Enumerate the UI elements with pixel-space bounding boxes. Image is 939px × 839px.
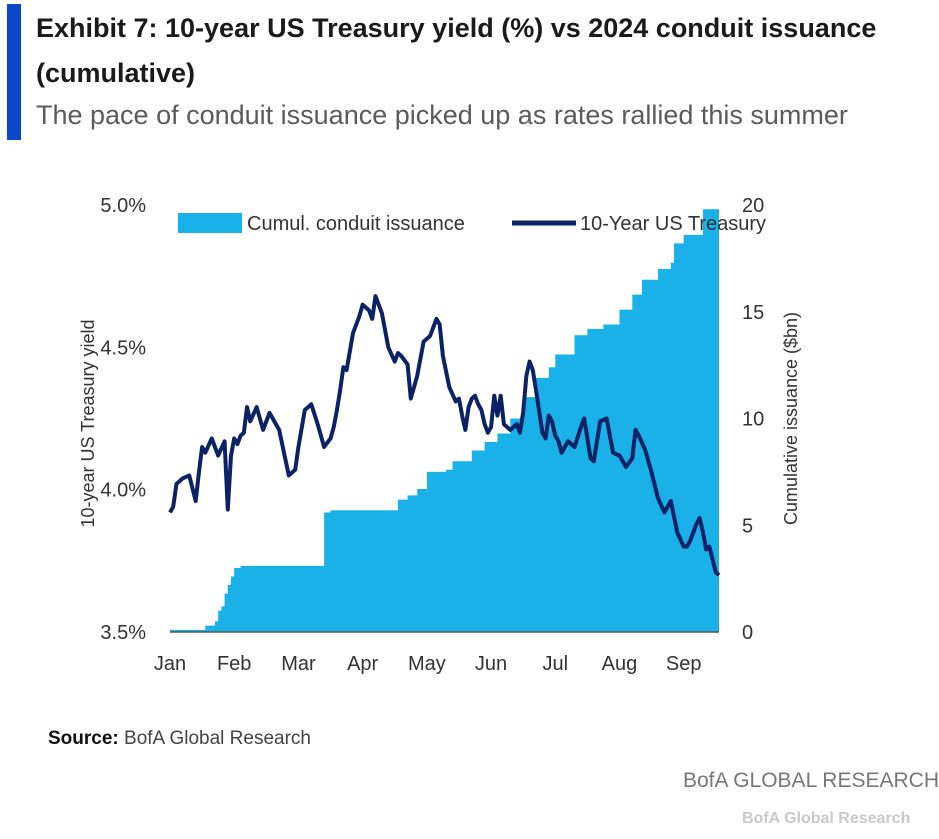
right-axis-label: Cumulative issuance ($bn) [781,312,801,525]
right-tick-label: 15 [742,302,764,324]
chart-title: Exhibit 7: 10-year US Treasury yield (%)… [36,13,877,88]
left-tick-label: 3.5% [100,622,146,644]
left-tick-label: 4.0% [100,480,146,502]
left-tick-label: 5.0% [100,195,146,217]
legend-label-treasury: 10-Year US Treasury [580,213,766,235]
x-tick-label: Sep [666,653,702,675]
issuance-area [170,205,719,632]
x-tick-label: Jul [542,653,568,675]
x-tick-label: Jan [154,653,186,675]
right-axis-ticks: 0 5 10 15 20 [742,195,764,644]
right-tick-label: 20 [742,195,764,217]
right-tick-label: 5 [742,515,753,537]
watermark: BofA Global Research [742,810,911,827]
source-note: Source: BofA Global Research [48,728,311,750]
x-tick-label: May [408,653,446,675]
legend: Cumul. conduit issuance 10-Year US Treasu… [178,213,766,235]
x-tick-label: Aug [602,653,638,675]
x-tick-label: Feb [217,653,251,675]
treasury-line [168,294,721,577]
right-tick-label: 10 [742,409,764,431]
left-tick-label: 4.5% [100,337,146,359]
x-tick-label: Jun [475,653,507,675]
right-tick-label: 0 [742,622,753,644]
left-axis-ticks: 3.5% 4.0% 4.5% 5.0% [100,195,146,644]
legend-label-issuance: Cumul. conduit issuance [247,213,465,235]
brand-label: BofA GLOBAL RESEARCH [683,769,939,792]
accent-bar [7,4,21,140]
x-axis-ticks: Jan Feb Mar Apr May Jun Jul Aug Sep [154,653,702,675]
x-tick-label: Apr [347,653,378,675]
source-text: BofA Global Research [124,728,311,749]
area-layer [170,205,719,632]
x-tick-label: Mar [281,653,316,675]
line-layer [168,294,721,577]
source-label: Source: [48,728,119,749]
chart-subtitle: The pace of conduit issuance picked up a… [36,100,848,130]
legend-swatch-issuance [178,213,242,233]
left-axis-label: 10-year US Treasury yield [78,319,98,527]
